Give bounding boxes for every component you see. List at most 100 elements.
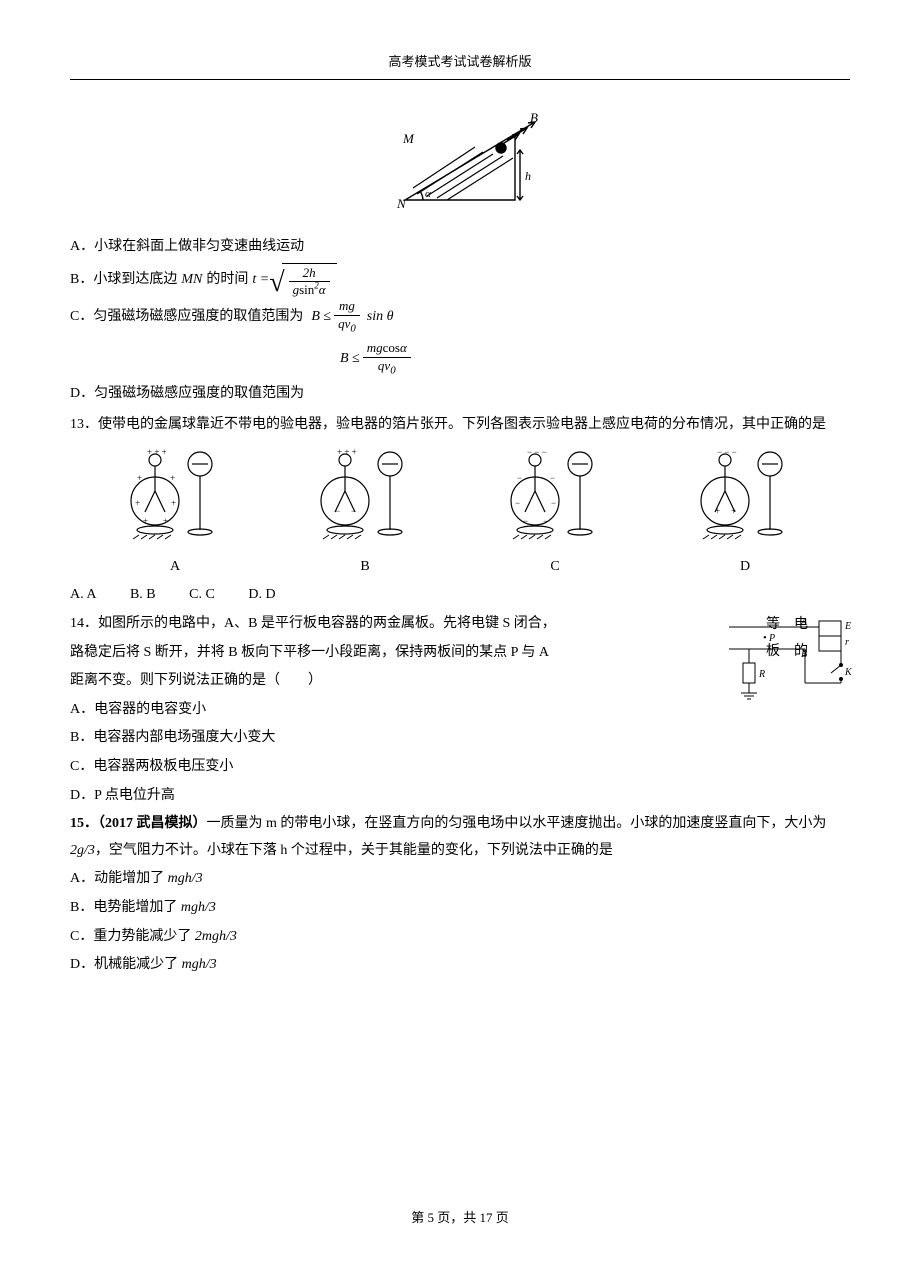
q12-optb-prefix: B．小球到达底边 [70, 267, 177, 294]
q14-l1-right: 等 电 [766, 611, 808, 638]
electroscope-c-icon: − − − −− −− −− [495, 446, 615, 541]
label-K: K [844, 667, 853, 678]
q12-option-c: C．匀强磁场磁感应强度的取值范围为 B ≤ mg qv0 sin θ [70, 299, 850, 335]
q12-optc-prefix: C．匀强磁场磁感应强度的取值范围为 [70, 304, 303, 331]
frac-den: qv0 [334, 316, 360, 336]
page-footer: 第 5 页，共 17 页 [0, 1206, 920, 1231]
frac-den: gsin2α [289, 282, 330, 297]
sub0: 0 [350, 322, 355, 334]
q14-option-c: C．电容器两极板电压变小 [70, 754, 850, 781]
q13-opt-c: C. C [189, 587, 215, 602]
svg-text:−: − [523, 516, 528, 526]
header-rule [70, 79, 850, 80]
svg-text:−: − [335, 506, 340, 516]
q15-option-a: A．动能增加了 mgh/3 [70, 866, 850, 893]
q15-stem: 15．（2017 武昌模拟）一质量为 m 的带电小球，在竖直方向的匀强电场中以水… [70, 811, 850, 864]
qv: qv [338, 316, 350, 331]
mg: mg [367, 340, 383, 355]
frac-num: 2h [289, 266, 330, 282]
q15-a-val: mgh/3 [168, 871, 203, 886]
b-le: B ≤ [340, 346, 360, 373]
frac-num: mgcosα [363, 341, 411, 357]
q15-b-val: mgh/3 [181, 900, 216, 915]
q12-option-b: B．小球到达底边 MN 的时间 t = √ 2h gsin2α [70, 263, 850, 298]
svg-text:M: M [402, 131, 415, 146]
q15-body1: 一质量为 m 的带电小球，在竖直方向的匀强电场中以水平速度抛出。小球的加速度竖直… [207, 816, 827, 831]
svg-text:−: − [351, 506, 356, 516]
svg-text:h: h [525, 169, 531, 183]
q15-body2: ，空气阻力不计。小球在下落 h 个过程中，关于其能量的变化，下列说法中正确的是 [95, 843, 613, 858]
q15-c-val: 2mgh/3 [195, 929, 237, 944]
cos: cos [383, 340, 400, 355]
t-equals: t = [252, 267, 269, 294]
svg-text:+: + [163, 516, 168, 526]
svg-text:−: − [515, 498, 520, 508]
alpha: α [319, 282, 326, 297]
svg-text:+: + [715, 506, 720, 516]
alpha: α [400, 340, 407, 355]
q14-option-b: B．电容器内部电场强度大小变大 [70, 725, 850, 752]
frac-num: mg [334, 299, 360, 315]
svg-text:−: − [550, 473, 555, 483]
svg-text:− − −: − − − [717, 447, 737, 457]
q12-option-d: D．匀强磁场磁感应强度的取值范围为 [70, 381, 850, 408]
q15-a-pre: A．动能增加了 [70, 871, 168, 886]
q15-option-c: C．重力势能减少了 2mgh/3 [70, 924, 850, 951]
svg-text:+ + +: + + + [147, 447, 167, 457]
q12-optb-formula: t = √ 2h gsin2α [252, 263, 336, 298]
svg-text:− − −: − − − [527, 447, 547, 457]
q14-wrap-text: 等 电 板 的 [766, 611, 808, 666]
label-E: E [844, 621, 851, 632]
svg-text:N: N [396, 196, 407, 210]
q12-optd-formula: B ≤ mgcosα qv0 [340, 341, 414, 377]
q12-optb-mid: 的时间 [206, 267, 248, 294]
q13-label-b: B [270, 554, 460, 581]
q14-l2-left: 路稳定后将 S 断开，并将 B 板向下平移一小段距离，保持两板间的某点 P 与 … [70, 645, 549, 660]
q15-d-pre: D．机械能减少了 [70, 957, 182, 972]
sin: sin [299, 282, 314, 297]
electroscope-a-icon: + + + ++ ++ ++ [115, 446, 235, 541]
q13-fig-c: − − − −− −− −− C [460, 446, 650, 580]
label-R: R [758, 669, 765, 680]
page-header-title: 高考模式考试试卷解析版 [70, 50, 850, 75]
b-le: B ≤ [311, 304, 331, 331]
svg-text:+: + [731, 506, 736, 516]
svg-text:+: + [137, 473, 142, 483]
q15-2g3: 2g/3 [70, 843, 95, 858]
svg-text:B: B [530, 110, 538, 125]
svg-text:+: + [170, 473, 175, 483]
q13-fig-b: + + + −− B [270, 446, 460, 580]
qv: qv [378, 358, 390, 373]
sin-theta: sin θ [367, 304, 394, 331]
q14-l2-right: 板 的 [766, 638, 808, 665]
svg-text:−: − [551, 498, 556, 508]
q14-block: A • P B E r K R 14．如图所示的电路中，A、B 是平行板电容器的… [70, 611, 850, 695]
q12-optc-formula: B ≤ mg qv0 sin θ [311, 299, 393, 335]
svg-text:−: − [543, 516, 548, 526]
q13-opt-b: B. B [130, 587, 156, 602]
q13-opt-d: D. D [248, 587, 275, 602]
q15-option-d: D．机械能减少了 mgh/3 [70, 952, 850, 979]
label-r: r [845, 637, 849, 648]
q15-c-pre: C．重力势能减少了 [70, 929, 195, 944]
electroscope-d-icon: − − − + + [685, 446, 805, 541]
q14-l1-left: 14．如图所示的电路中，A、B 是平行板电容器的两金属板。先将电键 S 闭合， [70, 616, 556, 631]
q13-figures: + + + ++ ++ ++ A [80, 446, 840, 580]
q13-label-a: A [80, 554, 270, 581]
page-content: M B h α N A．小球在斜面上做非匀变速曲线运动 B．小球到达底边 MN … [70, 100, 850, 979]
q13-fig-d: − − − + + D [650, 446, 840, 580]
footer-total-pages: 17 [480, 1210, 493, 1225]
svg-text:+: + [143, 516, 148, 526]
q15-b-pre: B．电势能增加了 [70, 900, 181, 915]
q13-label-c: C [460, 554, 650, 581]
svg-text:α: α [425, 188, 431, 200]
q13-label-d: D [650, 554, 840, 581]
q13-options: A. A B. B C. C D. D [70, 582, 850, 609]
q15-d-val: mgh/3 [182, 957, 217, 972]
svg-text:+: + [135, 498, 140, 508]
q12-option-a: A．小球在斜面上做非匀变速曲线运动 [70, 234, 850, 261]
q14-option-d: D．P 点电位升高 [70, 783, 850, 810]
q12-optb-mn: MN [181, 267, 202, 294]
svg-text:+: + [171, 498, 176, 508]
footer-pre: 第 [411, 1210, 427, 1225]
